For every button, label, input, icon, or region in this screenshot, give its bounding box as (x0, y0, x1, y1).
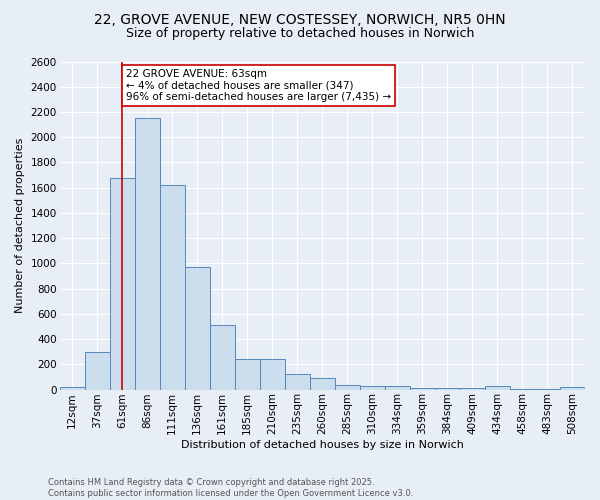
Text: Contains HM Land Registry data © Crown copyright and database right 2025.
Contai: Contains HM Land Registry data © Crown c… (48, 478, 413, 498)
Bar (485, 386, 510, 390)
Bar (510, 389, 535, 390)
Bar (435, 388, 460, 390)
Bar (535, 389, 560, 390)
Bar (560, 387, 585, 390)
X-axis label: Distribution of detached houses by size in Norwich: Distribution of detached houses by size … (181, 440, 464, 450)
Bar (410, 388, 435, 390)
Bar (134, 118, 160, 390)
Bar (235, 358, 260, 390)
Bar (110, 178, 134, 390)
Bar (460, 388, 485, 390)
Bar (360, 386, 385, 390)
Bar (59, 387, 85, 390)
Bar (335, 385, 360, 390)
Bar (385, 386, 410, 390)
Text: Size of property relative to detached houses in Norwich: Size of property relative to detached ho… (126, 28, 474, 40)
Bar (85, 352, 110, 390)
Bar (185, 266, 210, 390)
Bar (310, 378, 335, 390)
Y-axis label: Number of detached properties: Number of detached properties (15, 138, 25, 313)
Bar (160, 185, 185, 390)
Bar (260, 358, 285, 390)
Text: 22 GROVE AVENUE: 63sqm
← 4% of detached houses are smaller (347)
96% of semi-det: 22 GROVE AVENUE: 63sqm ← 4% of detached … (126, 69, 391, 102)
Text: 22, GROVE AVENUE, NEW COSTESSEY, NORWICH, NR5 0HN: 22, GROVE AVENUE, NEW COSTESSEY, NORWICH… (94, 12, 506, 26)
Bar (285, 374, 310, 390)
Bar (210, 325, 235, 390)
